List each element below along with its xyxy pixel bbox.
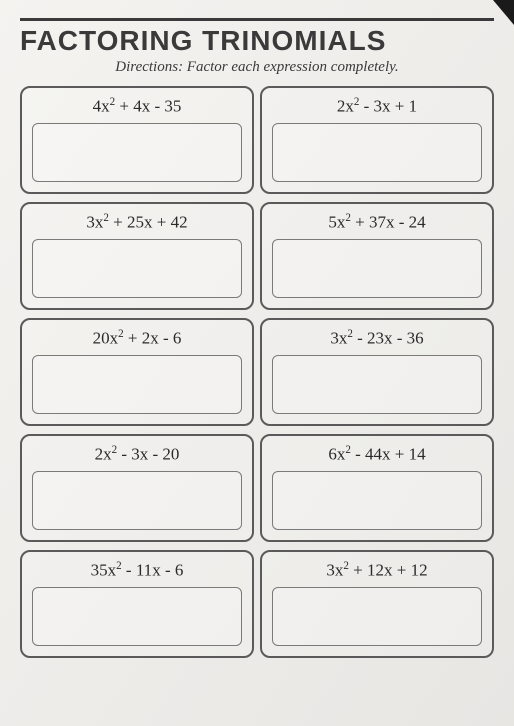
problem-cell: 3x2 + 25x + 42	[20, 202, 254, 310]
problem-cell: 2x2 - 3x + 1	[260, 86, 494, 194]
problem-expression: 4x2 + 4x - 35	[32, 96, 242, 117]
problem-cell: 3x2 - 23x - 36	[260, 318, 494, 426]
problem-cell: 2x2 - 3x - 20	[20, 434, 254, 542]
answer-box[interactable]	[32, 355, 242, 414]
answer-box[interactable]	[272, 123, 482, 182]
problem-expression: 35x2 - 11x - 6	[32, 560, 242, 581]
problem-cell: 4x2 + 4x - 35	[20, 86, 254, 194]
page-corner-shadow	[479, 0, 514, 25]
answer-box[interactable]	[272, 239, 482, 298]
problem-expression: 2x2 - 3x + 1	[272, 96, 482, 117]
problem-expression: 6x2 - 44x + 14	[272, 444, 482, 465]
problem-expression: 5x2 + 37x - 24	[272, 212, 482, 233]
answer-box[interactable]	[32, 471, 242, 530]
problem-cell: 35x2 - 11x - 6	[20, 550, 254, 658]
worksheet-title: FACTORING TRINOMIALS	[20, 25, 494, 57]
problem-cell: 5x2 + 37x - 24	[260, 202, 494, 310]
problem-expression: 3x2 + 25x + 42	[32, 212, 242, 233]
problem-expression: 20x2 + 2x - 6	[32, 328, 242, 349]
problem-expression: 3x2 + 12x + 12	[272, 560, 482, 581]
problem-cell: 20x2 + 2x - 6	[20, 318, 254, 426]
problems-grid: 4x2 + 4x - 35 2x2 - 3x + 1 3x2 + 25x + 4…	[20, 86, 494, 658]
answer-box[interactable]	[32, 123, 242, 182]
problem-cell: 3x2 + 12x + 12	[260, 550, 494, 658]
answer-box[interactable]	[32, 587, 242, 646]
worksheet-directions: Directions: Factor each expression compl…	[20, 59, 494, 76]
problem-cell: 6x2 - 44x + 14	[260, 434, 494, 542]
answer-box[interactable]	[32, 239, 242, 298]
title-rule	[20, 18, 494, 21]
problem-expression: 3x2 - 23x - 36	[272, 328, 482, 349]
answer-box[interactable]	[272, 471, 482, 530]
answer-box[interactable]	[272, 355, 482, 414]
problem-expression: 2x2 - 3x - 20	[32, 444, 242, 465]
answer-box[interactable]	[272, 587, 482, 646]
